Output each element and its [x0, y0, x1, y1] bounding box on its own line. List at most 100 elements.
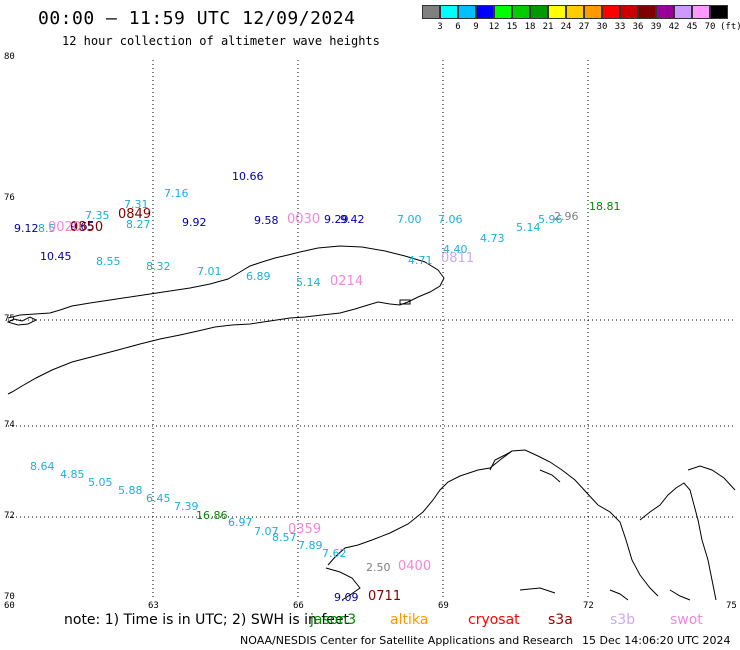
wave-height-label: 8.55	[96, 255, 121, 268]
footer-note: note: 1) Time is in UTC; 2) SWH is in fe…	[64, 612, 350, 628]
wave-height-label: 9.92	[182, 216, 207, 229]
legend-label: 3	[437, 22, 443, 32]
map-subtitle: 12 hour collection of altimeter wave hei…	[62, 34, 380, 48]
satellite-jason3: jason3	[310, 612, 357, 628]
wave-height-label: 4.85	[60, 468, 85, 481]
wave-height-label: 5.05	[88, 476, 113, 489]
legend-swatch	[602, 5, 620, 19]
wave-height-label: 9.09	[334, 591, 359, 604]
pass-time-label: 0020	[48, 220, 82, 235]
pass-time-label: 0711	[368, 589, 402, 604]
wave-height-label: 8.64	[30, 460, 55, 473]
pass-time-label: 0850	[70, 220, 104, 235]
wave-height-label: 7.89	[298, 539, 323, 552]
wave-height-label: 5.14	[516, 221, 541, 234]
wave-height-label: 18.81	[589, 200, 621, 213]
legend-swatch	[692, 5, 710, 19]
satellite-swot: swot	[670, 612, 703, 628]
wave-height-label: 7.62	[322, 547, 347, 560]
legend-swatch	[548, 5, 566, 19]
wave-height-label: 2.96	[554, 210, 579, 223]
lat-label: 74	[4, 420, 15, 430]
wave-height-label: 4.73	[480, 232, 505, 245]
pass-time-label: 0811	[441, 251, 475, 266]
wave-height-label: 7.31	[124, 198, 149, 211]
wave-height-label: 9.65	[70, 220, 95, 233]
wave-height-label: 8.5	[38, 222, 56, 235]
lon-label: 72	[583, 601, 594, 611]
lat-label: 70	[4, 592, 15, 602]
legend-label: 36	[632, 22, 644, 32]
lat-label: 75	[4, 314, 15, 324]
wave-height-label: 7.07	[254, 525, 279, 538]
legend-label: 21	[542, 22, 554, 32]
wave-height-label: 7.16	[164, 187, 189, 200]
coastline	[6, 245, 736, 601]
satellite-s3b: s3b	[610, 612, 636, 628]
legend-swatch	[620, 5, 638, 19]
pass-time-label: 0030	[287, 212, 321, 227]
legend-label: 30	[596, 22, 608, 32]
legend-swatch	[512, 5, 530, 19]
wave-height-label: 7.39	[174, 500, 199, 513]
lon-label: 75	[726, 601, 737, 611]
wave-height-label: 4.71	[408, 254, 433, 267]
legend-label: 33	[614, 22, 626, 32]
pass-time-label: 0214	[330, 274, 364, 289]
legend-swatch	[458, 5, 476, 19]
satellite-altika: altika	[390, 612, 429, 628]
wave-height-label: 16.86	[196, 509, 228, 522]
wave-height-label: 9.42	[340, 213, 365, 226]
wave-height-label: 6.89	[246, 270, 271, 283]
satellite-s3a: s3a	[548, 612, 573, 628]
wave-height-label: 10.45	[40, 250, 72, 263]
wave-height-label: 9.12	[14, 222, 39, 235]
wave-height-label: 5.88	[118, 484, 143, 497]
lat-label: 72	[4, 511, 15, 521]
lat-label: 76	[4, 193, 15, 203]
wave-height-label: 6.97	[228, 516, 253, 529]
legend-unit: (ft)	[720, 22, 740, 32]
wave-height-label: 6.45	[146, 492, 171, 505]
lon-label: 69	[438, 601, 449, 611]
legend-swatch	[440, 5, 458, 19]
legend-swatch	[422, 5, 440, 19]
pass-time-label: 0849	[118, 207, 152, 222]
legend-swatch	[656, 5, 674, 19]
wave-height-label: 5.14	[296, 276, 321, 289]
legend-label: 27	[578, 22, 590, 32]
legend-label: 45	[686, 22, 698, 32]
legend-label: 6	[455, 22, 461, 32]
wave-height-label: 5.96	[538, 213, 563, 226]
wave-height-label: 7.35	[85, 209, 110, 222]
lon-label: 63	[148, 601, 159, 611]
legend-label: 39	[650, 22, 662, 32]
legend-swatch	[566, 5, 584, 19]
pass-time-label: 0359	[288, 522, 322, 537]
lon-label: 66	[293, 601, 304, 611]
satellite-cryosat: cryosat	[468, 612, 520, 628]
pass-time-label: 0400	[398, 559, 432, 574]
legend-swatch	[530, 5, 548, 19]
wave-height-label: 4.40	[443, 243, 468, 256]
legend-label: 70	[704, 22, 716, 32]
generated-timestamp: 15 Dec 14:06:20 UTC 2024	[582, 634, 731, 647]
legend-label: 12	[488, 22, 500, 32]
legend-swatch	[638, 5, 656, 19]
graticule	[8, 60, 735, 600]
legend-label: 9	[473, 22, 479, 32]
wave-height-label: 8.32	[146, 260, 171, 273]
wave-height-label: 7.01	[197, 265, 222, 278]
credit-line: NOAA/NESDIS Center for Satellite Applica…	[240, 634, 574, 647]
wave-height-label: 10.66	[232, 170, 264, 183]
wave-height-label: 8.27	[126, 218, 151, 231]
legend-swatch	[674, 5, 692, 19]
legend-label: 42	[668, 22, 680, 32]
wave-height-label: 7.00	[397, 213, 422, 226]
legend-label: 24	[560, 22, 572, 32]
lat-label: 80	[4, 52, 15, 62]
wave-height-label: 8.57	[272, 531, 297, 544]
lon-label: 60	[4, 601, 15, 611]
wave-height-label: 7.06	[438, 213, 463, 226]
